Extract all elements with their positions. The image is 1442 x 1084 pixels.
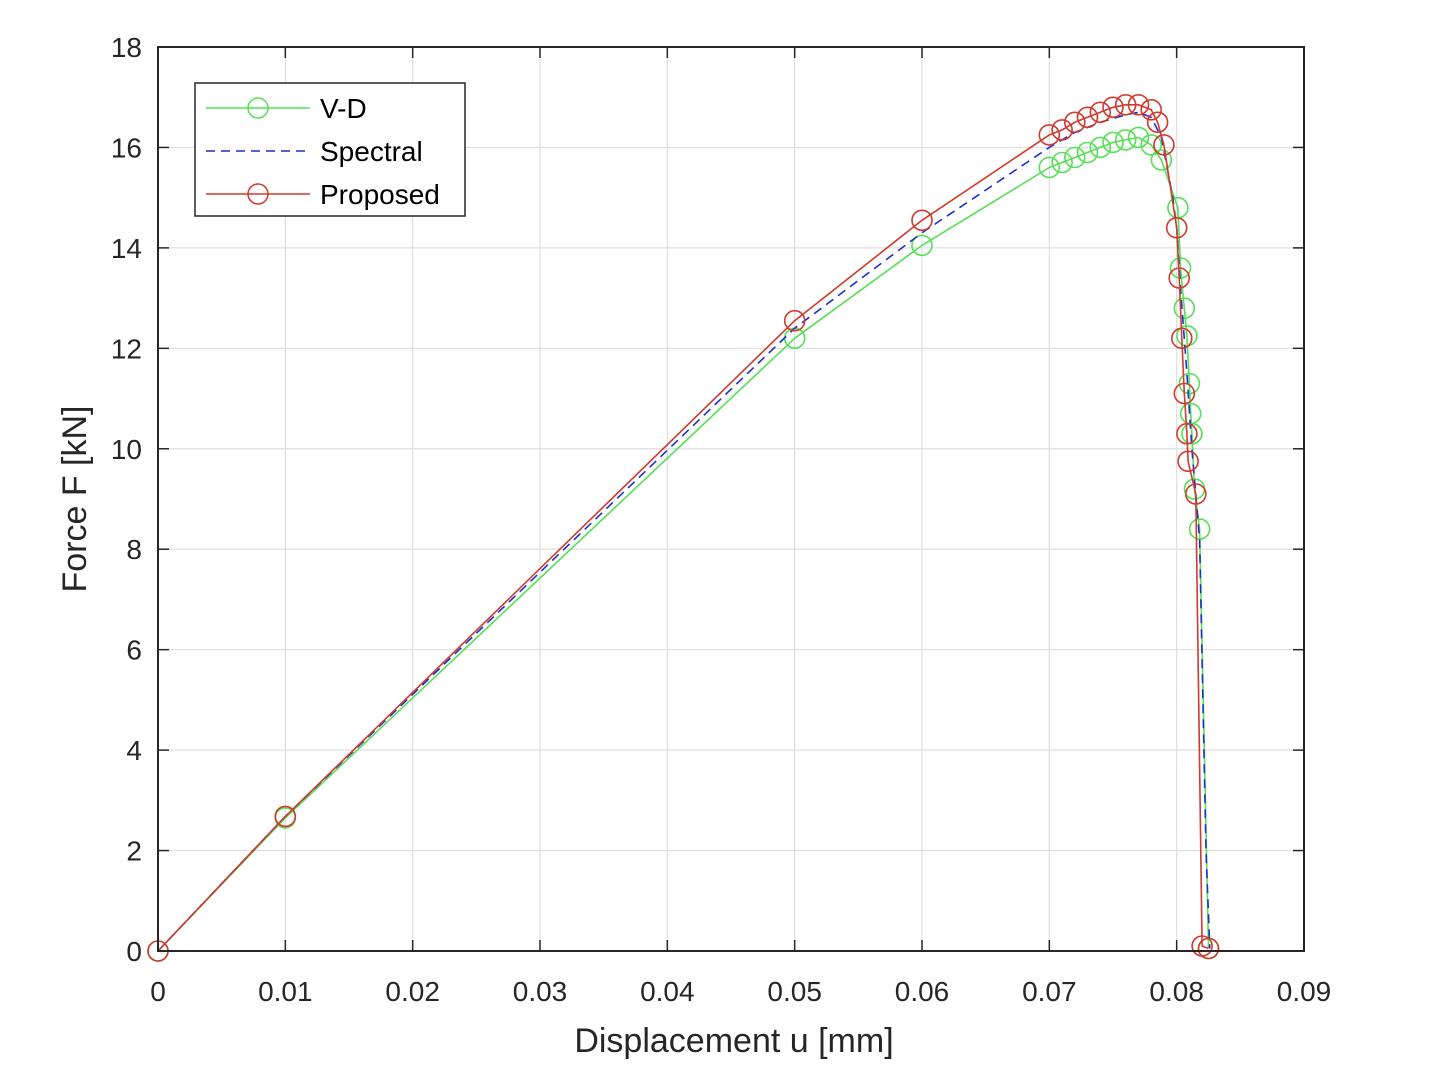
x-tick-label: 0.04: [640, 976, 695, 1007]
legend-marker-proposed: [247, 183, 269, 205]
series-line-v-d: [157, 136, 1210, 952]
x-tick-label: 0.05: [767, 976, 822, 1007]
data-point-v-d: [1176, 324, 1198, 347]
data-point-proposed: [1064, 111, 1086, 134]
data-point-v-d: [1076, 141, 1099, 164]
x-tick-label: 0.01: [258, 976, 313, 1007]
data-point-v-d: [1127, 126, 1150, 149]
legend: V-D Spectral Proposed: [194, 82, 466, 217]
series-layer: [147, 94, 1220, 962]
y-tick-label: 10: [111, 434, 142, 465]
y-axis-label: Force F [kN]: [56, 405, 94, 592]
data-point-proposed: [1127, 94, 1150, 116]
data-point-proposed: [1140, 99, 1162, 121]
data-point-proposed: [783, 309, 806, 332]
y-tick-label: 12: [111, 333, 142, 364]
legend-label-v-d: V-D: [320, 93, 367, 124]
y-tick-label: 16: [111, 132, 142, 163]
data-point-v-d: [1140, 134, 1162, 156]
data-point-proposed: [911, 209, 933, 232]
legend-entry-v-d: V-D: [206, 93, 367, 124]
data-point-proposed: [274, 805, 297, 828]
x-tick-label: 0.09: [1277, 976, 1332, 1007]
data-point-proposed: [1076, 106, 1099, 129]
x-tick-label: 0.06: [895, 976, 950, 1007]
x-tick-label: 0.07: [1022, 976, 1077, 1007]
x-tick-label: 0.08: [1149, 976, 1204, 1007]
x-tick-label: 0.03: [513, 976, 568, 1007]
y-tick-label: 4: [126, 735, 142, 766]
data-point-proposed: [1089, 101, 1112, 124]
data-point-v-d: [1051, 151, 1073, 174]
data-point-v-d: [1089, 136, 1112, 159]
data-point-proposed: [1165, 217, 1188, 239]
data-point-v-d: [1150, 149, 1173, 171]
legend-marker-v-d: [247, 97, 269, 119]
data-point-proposed: [1038, 124, 1061, 146]
series-line-spectral: [157, 111, 1211, 952]
y-tick-label: 14: [111, 233, 142, 264]
data-point-v-d: [1038, 156, 1061, 179]
grid: [157, 46, 1305, 952]
data-point-proposed: [1051, 119, 1073, 141]
y-tick-label: 2: [126, 836, 142, 867]
data-point-v-d: [1181, 422, 1203, 445]
data-point-v-d: [1178, 372, 1201, 395]
y-tick-label: 0: [126, 936, 142, 967]
data-point-proposed: [1173, 382, 1196, 405]
axes-box: [157, 46, 1305, 952]
legend-entry-proposed: Proposed: [206, 179, 440, 210]
data-point-proposed: [1168, 267, 1190, 289]
y-tick-label: 6: [126, 635, 142, 666]
y-tick-label: 18: [111, 32, 142, 63]
data-point-proposed: [1146, 111, 1169, 134]
legend-label-proposed: Proposed: [320, 179, 440, 210]
x-tick-label: 0.02: [385, 976, 440, 1007]
data-point-proposed: [1171, 327, 1193, 350]
data-point-proposed: [1177, 450, 1199, 473]
data-point-v-d: [1114, 129, 1137, 151]
series-proposed: [147, 94, 1220, 962]
data-point-v-d: [1102, 131, 1124, 154]
series-line-proposed: [157, 104, 1209, 952]
y-tick-label: 8: [126, 534, 142, 565]
legend-entry-spectral: Spectral: [206, 136, 423, 167]
data-point-proposed: [1185, 483, 1207, 505]
data-point-v-d: [1173, 297, 1196, 320]
x-axis-label: Displacement u [mm]: [574, 1022, 893, 1060]
x-tick-label: 0: [150, 976, 166, 1007]
data-point-proposed: [1114, 94, 1137, 116]
ticks: [157, 46, 1305, 952]
data-point-v-d: [1064, 146, 1086, 169]
legend-label-spectral: Spectral: [320, 136, 423, 167]
data-point-proposed: [1153, 134, 1175, 156]
data-point-proposed: [1102, 96, 1124, 119]
series-spectral: [157, 111, 1211, 952]
data-point-v-d: [911, 234, 933, 257]
tick-labels: 0 0.01 0.02 0.03 0.04 0.05 0.06 0.07 0.08 0.09 0 2 4…: [111, 32, 1331, 1007]
data-point-proposed: [1197, 937, 1220, 960]
data-point-proposed: [1176, 422, 1198, 445]
data-point-v-d: [1188, 518, 1211, 540]
